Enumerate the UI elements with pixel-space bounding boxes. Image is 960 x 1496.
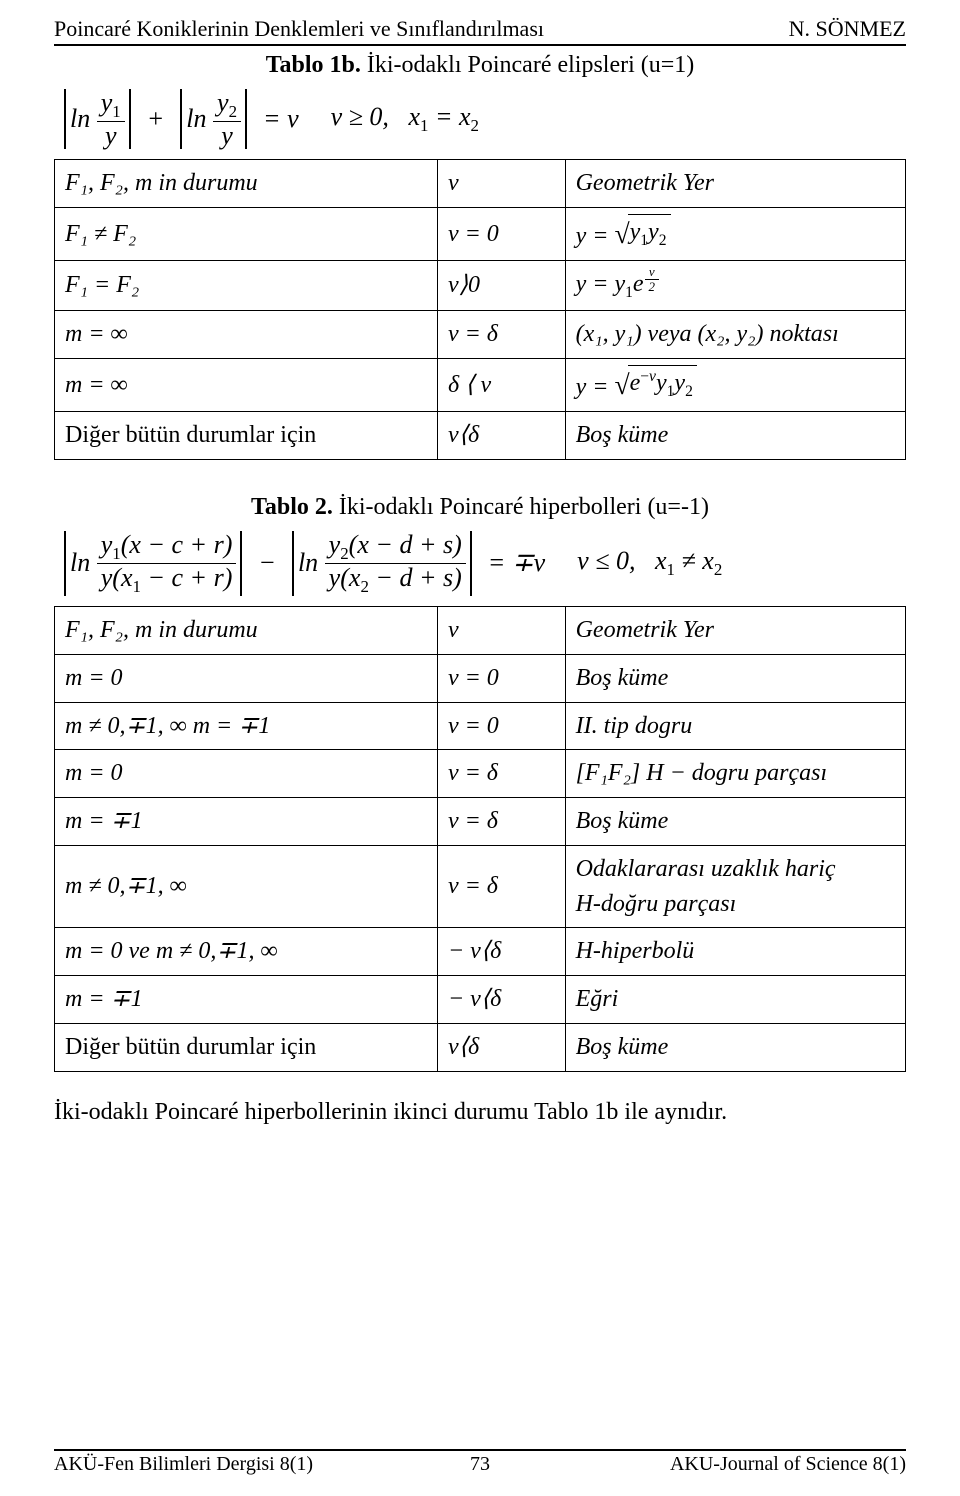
table1-equation: ln y1 y + ln y2 y = v v ≥ 0, x1 = x2 — [60, 89, 906, 149]
t1-r2a: F₁ = F₂ — [55, 261, 438, 311]
t1-r5b: v⟨δ — [437, 412, 565, 460]
footer-right: AKU-Journal of Science 8(1) — [670, 1453, 906, 1476]
t1-r1c: y = √y1y2 — [565, 208, 905, 261]
t2-r4a: m = ∓1 — [55, 798, 438, 846]
t2-header-c: Geometrik Yer — [565, 606, 905, 654]
table2-title-rest: İki-odaklı Poincaré hiperbolleri (u=-1) — [333, 494, 709, 520]
t2-r6a: m = 0 ve m ≠ 0,∓1, ∞ — [55, 928, 438, 976]
t1-header-c: Geometrik Yer — [565, 160, 905, 208]
t1-r3b: v = δ — [437, 311, 565, 359]
running-footer: AKÜ-Fen Bilimleri Dergisi 8(1) 73 AKU-Jo… — [54, 1449, 906, 1476]
t2-r1a: m = 0 — [55, 654, 438, 702]
table2-title-bold: Tablo 2. — [251, 494, 333, 520]
t2-r2a: m ≠ 0,∓1, ∞ m = ∓1 — [55, 702, 438, 750]
t2-r1b: v = 0 — [437, 654, 565, 702]
t1-r5a: Diğer bütün durumlar için — [55, 412, 438, 460]
t1-r1b: v = 0 — [437, 208, 565, 261]
frac-term2: y2(x − d + s) y(x2 − d + s) — [325, 531, 466, 596]
t2-r2c: II. tip dogru — [565, 702, 905, 750]
table1-title-bold: Tablo 1b. — [266, 52, 361, 78]
t1-header-b: v — [437, 160, 565, 208]
t2-header-a: F₁, F₂, m in durumu — [55, 606, 438, 654]
page: Poincaré Koniklerinin Denklemleri ve Sın… — [0, 0, 960, 1496]
t2-r5c: Odaklararası uzaklık hariç H-doğru parça… — [565, 845, 905, 928]
t1-r4c: y = √e−vy1y2 — [565, 359, 905, 412]
t2-r7a: m = ∓1 — [55, 976, 438, 1024]
frac-term1: y1(x − c + r) y(x1 − c + r) — [97, 531, 237, 596]
t1-r4a: m = ∞ — [55, 359, 438, 412]
t2-header-b: v — [437, 606, 565, 654]
t2-r8c: Boş küme — [565, 1024, 905, 1072]
t2-r8b: v⟨δ — [437, 1024, 565, 1072]
t2-r3a: m = 0 — [55, 750, 438, 798]
t2-r2b: v = 0 — [437, 702, 565, 750]
t2-r7c: Eğri — [565, 976, 905, 1024]
table2-title: Tablo 2. İki-odaklı Poincaré hiperboller… — [54, 494, 906, 521]
header-right: N. SÖNMEZ — [789, 16, 906, 42]
abs-ln-frac2: ln y2(x − d + s) y(x2 − d + s) — [288, 531, 476, 596]
t2-r5b: v = δ — [437, 845, 565, 928]
t2-r1c: Boş küme — [565, 654, 905, 702]
table1-title: Tablo 1b. İki-odaklı Poincaré elipsleri … — [54, 52, 906, 79]
t1-r3a: m = ∞ — [55, 311, 438, 359]
footer-left: AKÜ-Fen Bilimleri Dergisi 8(1) — [54, 1453, 313, 1476]
running-header: Poincaré Koniklerinin Denklemleri ve Sın… — [54, 16, 906, 46]
header-left: Poincaré Koniklerinin Denklemleri ve Sın… — [54, 16, 544, 42]
abs-ln-y1y: ln y1 y — [60, 89, 135, 149]
t2-r4b: v = δ — [437, 798, 565, 846]
t1-r2c: y = y1e v2 — [565, 261, 905, 311]
t1-r5c: Boş küme — [565, 412, 905, 460]
t2-r5a: m ≠ 0,∓1, ∞ — [55, 845, 438, 928]
table2: F₁, F₂, m in durumu v Geometrik Yer m = … — [54, 606, 906, 1072]
abs-ln-frac1: ln y1(x − c + r) y(x1 − c + r) — [60, 531, 246, 596]
table1: F₁, F₂, m in durumu v Geometrik Yer F₁ ≠… — [54, 159, 906, 460]
t1-r1a: F₁ ≠ F₂ — [55, 208, 438, 261]
footer-page-number: 73 — [470, 1453, 490, 1476]
t1-r3c: (x₁, y₁) veya (x₂, y₂) noktası — [565, 311, 905, 359]
t2-r3c: [F₁F₂] H − dogru parçası — [565, 750, 905, 798]
t2-r3b: v = δ — [437, 750, 565, 798]
t2-r6b: − v⟨δ — [437, 928, 565, 976]
t2-r6c: H-hiperbolü — [565, 928, 905, 976]
t2-r8a: Diğer bütün durumlar için — [55, 1024, 438, 1072]
t2-r4c: Boş küme — [565, 798, 905, 846]
t2-r7b: − v⟨δ — [437, 976, 565, 1024]
table2-equation: ln y1(x − c + r) y(x1 − c + r) − ln y2(x… — [60, 531, 906, 596]
t1-header-a: F₁, F₂, m in durumu — [55, 160, 438, 208]
frac-y2-over-y: y2 y — [213, 89, 241, 149]
t1-r2b: v⟩0 — [437, 261, 565, 311]
body-paragraph: İki-odaklı Poincaré hiperbollerinin ikin… — [54, 1096, 906, 1128]
t1-r4b: δ ⟨ v — [437, 359, 565, 412]
abs-ln-y2y: ln y2 y — [176, 89, 251, 149]
table1-title-rest: İki-odaklı Poincaré elipsleri (u=1) — [361, 52, 694, 78]
frac-y1-over-y: y1 y — [97, 89, 125, 149]
